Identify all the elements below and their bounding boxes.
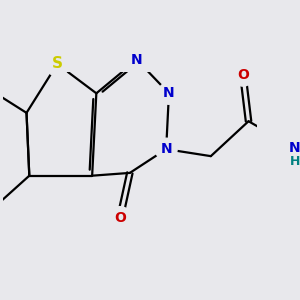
Text: N: N bbox=[289, 141, 300, 155]
Text: O: O bbox=[114, 211, 126, 225]
Circle shape bbox=[126, 49, 148, 71]
Text: S: S bbox=[52, 56, 63, 71]
Text: N: N bbox=[131, 53, 142, 67]
Text: N: N bbox=[160, 142, 172, 156]
Text: H: H bbox=[290, 155, 300, 168]
Circle shape bbox=[232, 64, 254, 86]
Circle shape bbox=[109, 207, 131, 229]
Circle shape bbox=[155, 138, 177, 160]
Circle shape bbox=[45, 52, 69, 76]
Text: N: N bbox=[163, 86, 175, 100]
Circle shape bbox=[158, 82, 180, 104]
Circle shape bbox=[284, 137, 300, 159]
Text: O: O bbox=[237, 68, 249, 82]
